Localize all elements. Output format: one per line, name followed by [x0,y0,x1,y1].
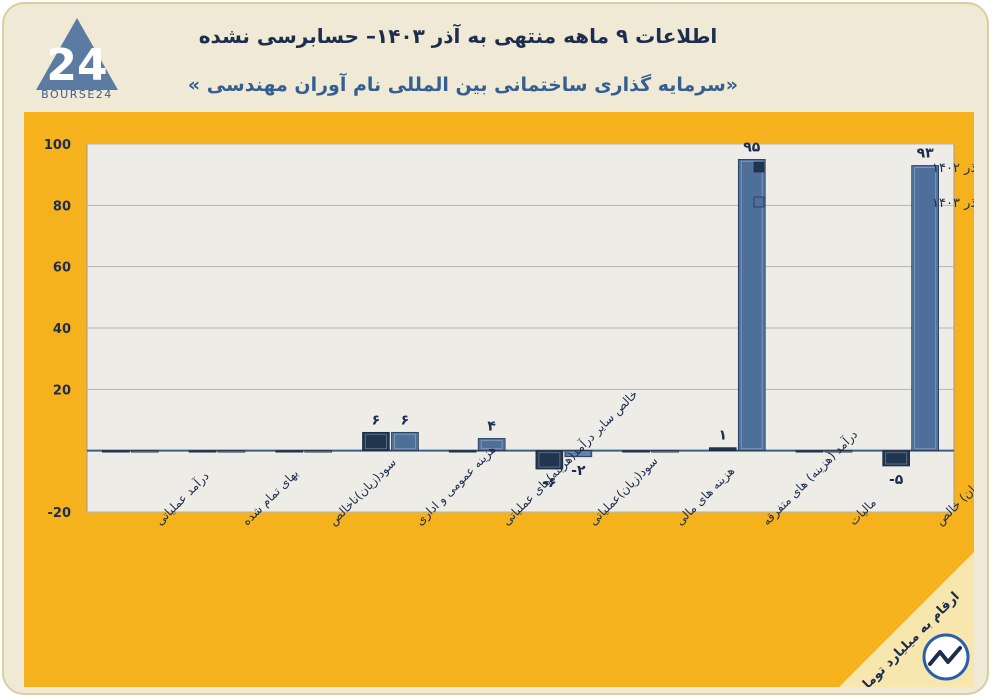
bar-highlight [567,452,590,456]
bar [188,450,217,453]
y-tick-label: 40 [53,322,71,337]
data-label: -۲ [571,463,586,479]
data-label: -۶ [542,475,556,491]
y-tick-label: 100 [44,138,71,153]
data-label: ۹۵ [743,139,761,155]
bar-highlight [740,160,763,450]
bar [882,450,910,467]
y-tick-label: 20 [53,383,71,398]
bar [362,431,390,451]
y-tick-label: 80 [53,199,71,214]
chart-panel: 100 80 60 40 20 -20 ۶ -۶ ۱ -۵ ۶ ۴ -۲ ۹۵ ۹۳ درآمد عملیا… [24,112,974,687]
bar [448,450,477,453]
bar [131,450,159,453]
bar [102,450,130,453]
bar-highlight [538,452,561,468]
bar [477,438,506,451]
data-label: ۶ [372,412,381,428]
bar [795,450,824,453]
bar-highlight [480,439,503,450]
data-label: ۶ [401,412,410,428]
bourse24-logo-icon: 24 [36,18,118,91]
bar [651,450,679,453]
legend-swatch [753,161,765,173]
bar [824,450,853,453]
data-label: ۱ [718,428,727,444]
bar [737,159,766,451]
bar-highlight [914,166,937,450]
trend-arrow-icon [928,646,962,666]
legend-entry: عملکرد منتهی به آذر ۱۴۰۳ [932,194,974,211]
data-label: ۴ [487,418,496,434]
bar [708,447,737,451]
data-label: -۵ [889,472,904,488]
bar [535,450,564,470]
bar [217,450,246,453]
data-label: ۹۳ [917,145,935,161]
bar-highlight [364,433,387,450]
bar [275,450,304,453]
bar [911,165,939,451]
page-title: اطلاعات ۹ ماهه منتهی به آذر ۱۴۰۳– حسابرس… [198,24,718,48]
bar-highlight [393,433,416,450]
legend-swatch [753,196,765,208]
y-tick-label: -20 [48,506,72,521]
bar [622,450,650,453]
logo-text: BOURSE24 [41,88,113,101]
svg-text:24: 24 [46,40,107,91]
bar [391,431,419,451]
bar [564,450,593,458]
y-tick-label: 60 [53,261,71,276]
page-subtitle: «سرمایه گذاری ساختمانی بین المللی نام آو… [187,74,739,96]
bar-highlight [885,452,908,465]
bar [304,450,333,453]
legend-entry: عملکرد منتهی به آذر ۱۴۰۲ [932,159,974,176]
